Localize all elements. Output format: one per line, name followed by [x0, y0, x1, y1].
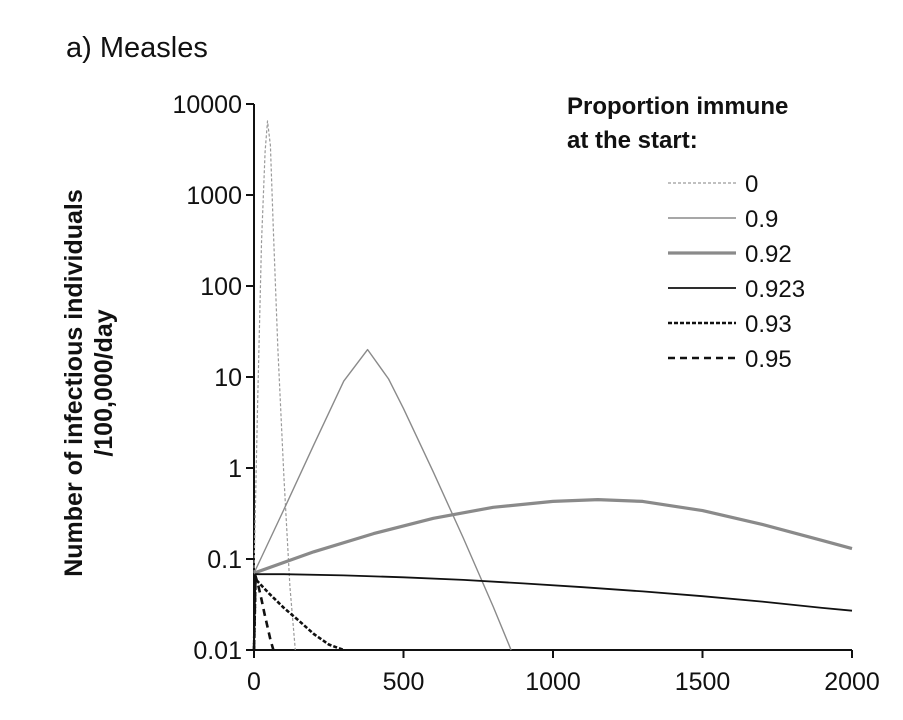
series-line-0-92 [253, 498, 853, 575]
legend-label-0-923: 0.923 [745, 276, 805, 303]
plot-lines [252, 120, 853, 652]
y-tick-label-1: 1 [228, 455, 242, 483]
series-line-0-95 [252, 574, 275, 651]
y-tick-label-10: 10 [214, 364, 242, 392]
y-tick-label-0-01: 0.01 [193, 637, 242, 665]
legend-label-0-95: 0.95 [745, 346, 792, 373]
series-line-0-9 [253, 348, 512, 651]
x-tick-label-0: 0 [247, 668, 261, 696]
legend-title-line-2: at the start: [567, 127, 698, 154]
legend-title-line-1: Proportion immune [567, 93, 788, 120]
y-tick-label-1000: 1000 [186, 182, 242, 210]
legend-items: 0 0.9 0.92 0.923 0.93 0.95 [668, 171, 805, 373]
y-tick-label-10000: 10000 [172, 91, 242, 119]
x-tick-label-2000: 2000 [824, 668, 880, 696]
legend-label-0-93: 0.93 [745, 311, 792, 338]
y-axis-label-line-2: /100,000/day [90, 309, 118, 456]
y-axis-label: Number of infectious individuals /100,00… [60, 189, 118, 577]
x-tick-label-1500: 1500 [675, 668, 731, 696]
y-axis-label-line-1: Number of infectious individuals [60, 189, 88, 577]
legend-label-0: 0 [745, 171, 758, 198]
y-tick-label-100: 100 [200, 273, 242, 301]
y-tick-label-0-1: 0.1 [207, 546, 242, 574]
x-ticks: 0 500 1000 1500 2000 [247, 650, 880, 696]
y-ticks: 0.01 0.1 1 10 100 1000 10000 [172, 91, 254, 665]
axes [253, 104, 852, 651]
legend-label-0-92: 0.92 [745, 241, 792, 268]
x-tick-label-1000: 1000 [525, 668, 581, 696]
series-line-0-923 [253, 573, 853, 651]
legend: Proportion immune at the start: 0 0.9 0.92… [567, 93, 805, 373]
series-line-0 [253, 120, 296, 651]
x-tick-label-500: 500 [383, 668, 425, 696]
series-line-0-93 [252, 577, 345, 652]
chart-title: a) Measles [66, 32, 208, 64]
legend-label-0-9: 0.9 [745, 206, 778, 233]
